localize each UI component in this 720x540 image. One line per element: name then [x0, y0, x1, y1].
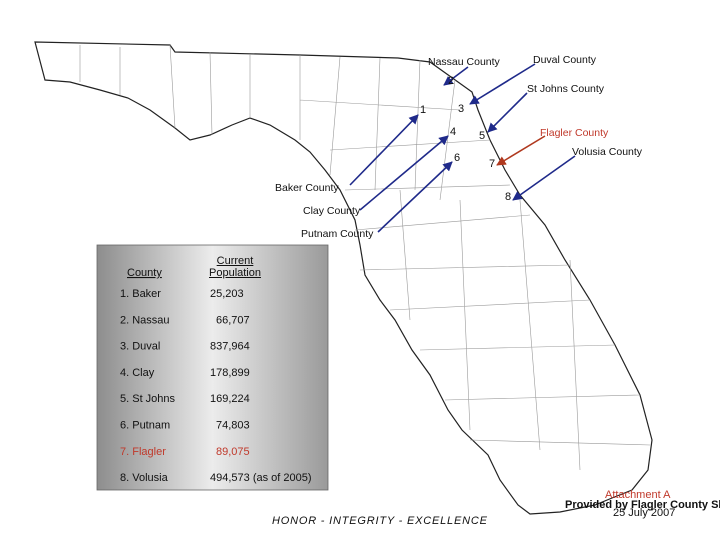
population-cell: 25,203	[210, 288, 244, 300]
arrow	[512, 155, 576, 201]
table-header-wrap: Current Population	[209, 255, 261, 279]
county-number: 2	[448, 75, 454, 87]
county-number: 4	[450, 126, 456, 138]
population-cell: 74,803	[216, 420, 250, 432]
attachment: Attachment A	[605, 489, 671, 501]
date: 25 July 2007	[613, 507, 675, 519]
county-label: Putnam County	[301, 228, 374, 240]
county-number: 3	[458, 103, 464, 115]
county-label: Nassau County	[428, 56, 501, 68]
county-cell: 2. Nassau	[120, 314, 170, 326]
county-number: 7	[489, 158, 495, 170]
table-rows: 1. Baker 25,203 2. Nassau 66,707 3. Duval 837…	[120, 288, 312, 484]
county-cell: 6. Putnam	[120, 420, 170, 432]
county-number: 6	[454, 152, 460, 164]
arrow	[443, 66, 469, 86]
motto: HONOR - INTEGRITY - EXCELLENCE	[272, 515, 488, 527]
county-number: 1	[420, 104, 426, 116]
arrow	[469, 63, 536, 105]
county-label: Duval County	[533, 54, 597, 66]
population-cell: 494,573 (as of 2005)	[210, 472, 312, 484]
county-number: 5	[479, 130, 485, 142]
county-number: 8	[505, 191, 511, 203]
population-cell: 837,964	[210, 341, 250, 353]
county-label: Baker County	[275, 182, 339, 194]
arrow	[496, 135, 546, 166]
map-labels: Nassau County 2 Duval County 3 St Johns …	[275, 54, 643, 240]
population-table: County Current Population 1. Baker 25,203…	[96, 244, 329, 491]
county-label: Flagler County	[540, 127, 609, 139]
county-cell: 7. Flagler	[120, 446, 166, 458]
population-cell: 169,224	[210, 393, 250, 405]
county-cell: 5. St Johns	[120, 393, 176, 405]
county-cell: 1. Baker	[120, 288, 161, 300]
county-cell: 3. Duval	[120, 341, 160, 353]
arrow	[377, 161, 453, 233]
county-cell: 4. Clay	[120, 367, 155, 379]
table-background	[96, 244, 329, 491]
arrow	[359, 135, 449, 211]
table-header: Current Population	[209, 255, 261, 279]
population-cell: 89,075	[216, 446, 250, 458]
arrow	[487, 92, 528, 133]
table-header: County	[127, 267, 162, 279]
callouts	[349, 63, 576, 233]
population-cell: 178,899	[210, 367, 250, 379]
population-cell: 66,707	[216, 314, 250, 326]
county-label: Volusia County	[572, 146, 643, 158]
arrow	[349, 114, 419, 186]
county-cell: 8. Volusia	[120, 472, 169, 484]
county-label: Clay County	[303, 205, 361, 217]
county-label: St Johns County	[527, 83, 605, 95]
provided-by: Provided by Flagler County Sheriff's Off…	[565, 499, 720, 511]
